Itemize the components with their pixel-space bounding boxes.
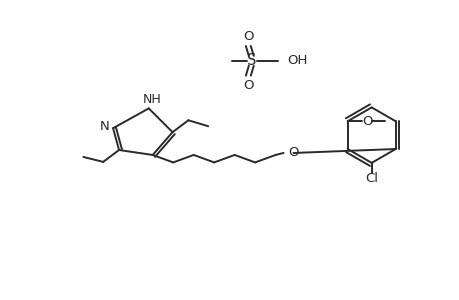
Text: O: O [288,146,298,160]
Text: O: O [243,30,253,43]
Text: S: S [246,53,256,68]
Text: OH: OH [287,54,307,67]
Text: Cl: Cl [364,172,377,185]
Text: NH: NH [142,93,161,106]
Text: N: N [99,120,109,133]
Text: O: O [243,79,253,92]
Text: O: O [361,115,372,128]
